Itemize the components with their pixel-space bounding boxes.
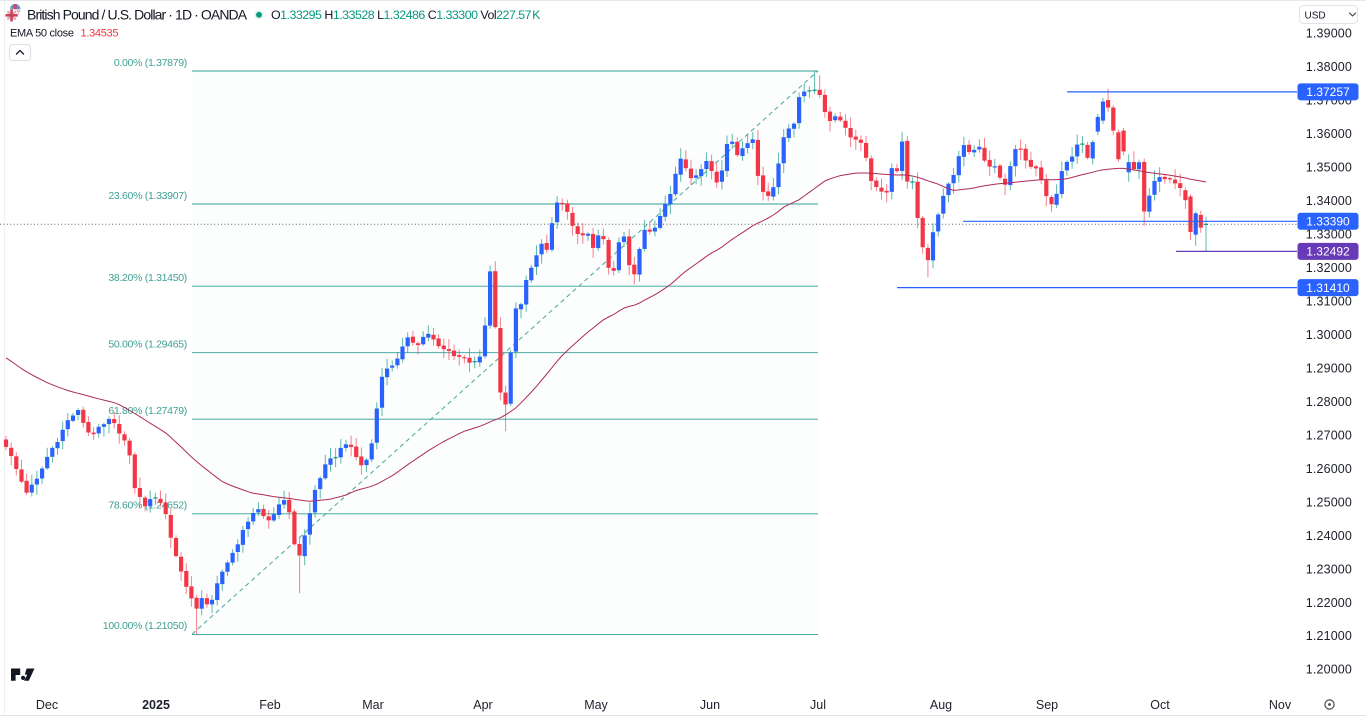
svg-text:1.25000: 1.25000 (1306, 495, 1352, 509)
svg-text:Sep: Sep (1036, 698, 1058, 712)
svg-text:1.24000: 1.24000 (1306, 529, 1352, 543)
svg-text:1.34000: 1.34000 (1306, 194, 1352, 208)
svg-text:USD: USD (1305, 10, 1326, 21)
svg-text:O1.33295 H1.33528 L1.32486 C1.: O1.33295 H1.33528 L1.32486 C1.33300 Vol2… (271, 8, 541, 22)
svg-text:1.30000: 1.30000 (1306, 328, 1352, 342)
svg-text:1.27000: 1.27000 (1306, 428, 1352, 442)
svg-text:100.00% (1.21050): 100.00% (1.21050) (103, 620, 187, 632)
svg-text:1.34535: 1.34535 (81, 27, 119, 39)
svg-text:1.28000: 1.28000 (1306, 395, 1352, 409)
svg-text:1.39000: 1.39000 (1306, 27, 1352, 41)
svg-text:British Pound / U.S. Dollar ·: British Pound / U.S. Dollar · 1D · OANDA (27, 7, 248, 23)
svg-text:0.00% (1.37879): 0.00% (1.37879) (114, 57, 187, 69)
svg-text:1.35000: 1.35000 (1306, 161, 1352, 175)
svg-text:1.32492: 1.32492 (1306, 245, 1350, 259)
svg-text:1.31410: 1.31410 (1306, 281, 1350, 295)
svg-text:Jul: Jul (810, 698, 826, 712)
svg-text:Feb: Feb (259, 698, 281, 712)
svg-text:EMA 50 close: EMA 50 close (10, 27, 74, 39)
svg-text:1.22000: 1.22000 (1306, 596, 1352, 610)
svg-text:1.37257: 1.37257 (1306, 85, 1350, 99)
svg-text:1.36000: 1.36000 (1306, 127, 1352, 141)
svg-text:1.33390: 1.33390 (1306, 215, 1350, 229)
svg-text:78.60% (1.24652): 78.60% (1.24652) (108, 500, 187, 512)
svg-text:1.20000: 1.20000 (1306, 663, 1352, 677)
svg-text:May: May (584, 698, 608, 712)
svg-text:1.38000: 1.38000 (1306, 60, 1352, 74)
svg-text:Aug: Aug (930, 698, 952, 712)
svg-text:Oct: Oct (1150, 698, 1170, 712)
svg-text:1.26000: 1.26000 (1306, 462, 1352, 476)
svg-text:2025: 2025 (142, 698, 170, 712)
svg-text:Jun: Jun (700, 698, 720, 712)
svg-text:1.33000: 1.33000 (1306, 228, 1352, 242)
svg-text:38.20% (1.31450): 38.20% (1.31450) (108, 272, 187, 284)
svg-text:Apr: Apr (473, 698, 492, 712)
svg-text:61.80% (1.27479): 61.80% (1.27479) (108, 405, 187, 417)
svg-text:1.31000: 1.31000 (1306, 295, 1352, 309)
svg-text:23.60% (1.33907): 23.60% (1.33907) (108, 190, 187, 202)
svg-text:1.29000: 1.29000 (1306, 362, 1352, 376)
svg-text:Dec: Dec (36, 698, 58, 712)
svg-text:1.32000: 1.32000 (1306, 261, 1352, 275)
svg-text:Nov: Nov (1269, 698, 1292, 712)
svg-text:50.00% (1.29465): 50.00% (1.29465) (108, 339, 187, 351)
svg-text:Mar: Mar (362, 698, 384, 712)
svg-text:1.21000: 1.21000 (1306, 629, 1352, 643)
svg-text:1.23000: 1.23000 (1306, 562, 1352, 576)
